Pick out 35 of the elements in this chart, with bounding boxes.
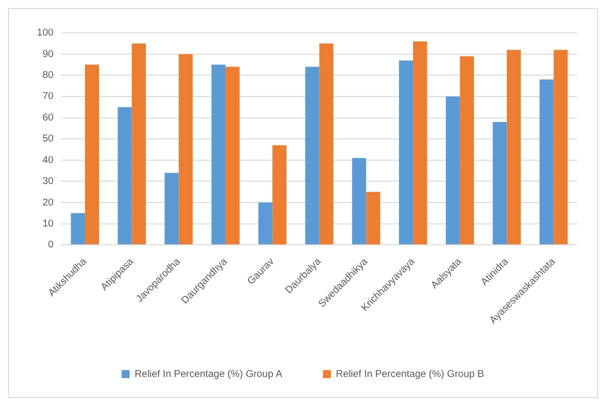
bar	[540, 80, 554, 244]
bar	[211, 64, 226, 244]
y-tick-label: 10	[42, 218, 54, 230]
bar	[272, 145, 286, 244]
bar	[226, 66, 240, 244]
legend-label: Relief In Percentage (%) Group B	[336, 368, 484, 380]
bar	[305, 66, 320, 244]
bar	[446, 96, 460, 244]
y-tick-label: 30	[42, 176, 54, 188]
bar	[398, 60, 414, 244]
y-tick-label: 60	[42, 112, 54, 124]
y-tick-label: 80	[42, 70, 54, 82]
bar	[70, 213, 85, 244]
y-tick-label: 0	[48, 240, 54, 251]
bar	[413, 41, 428, 244]
bar	[84, 64, 99, 244]
bar	[132, 43, 146, 244]
legend-label: Relief In Percentage (%) Group A	[134, 368, 283, 380]
bar	[178, 54, 193, 244]
bar	[492, 122, 507, 244]
bar	[319, 43, 334, 244]
bar	[506, 50, 521, 244]
bar	[118, 107, 132, 244]
y-tick-label: 90	[42, 48, 54, 60]
y-tick-label: 50	[42, 134, 54, 145]
y-tick-label: 20	[42, 197, 54, 208]
bar	[164, 172, 179, 244]
bar	[352, 158, 366, 244]
y-tick-label: 100	[36, 28, 54, 39]
bar	[460, 56, 474, 244]
y-tick-label: 40	[42, 154, 54, 166]
bar	[554, 50, 568, 244]
bar	[366, 192, 380, 244]
y-tick-label: 70	[42, 91, 54, 102]
bar	[258, 202, 272, 244]
